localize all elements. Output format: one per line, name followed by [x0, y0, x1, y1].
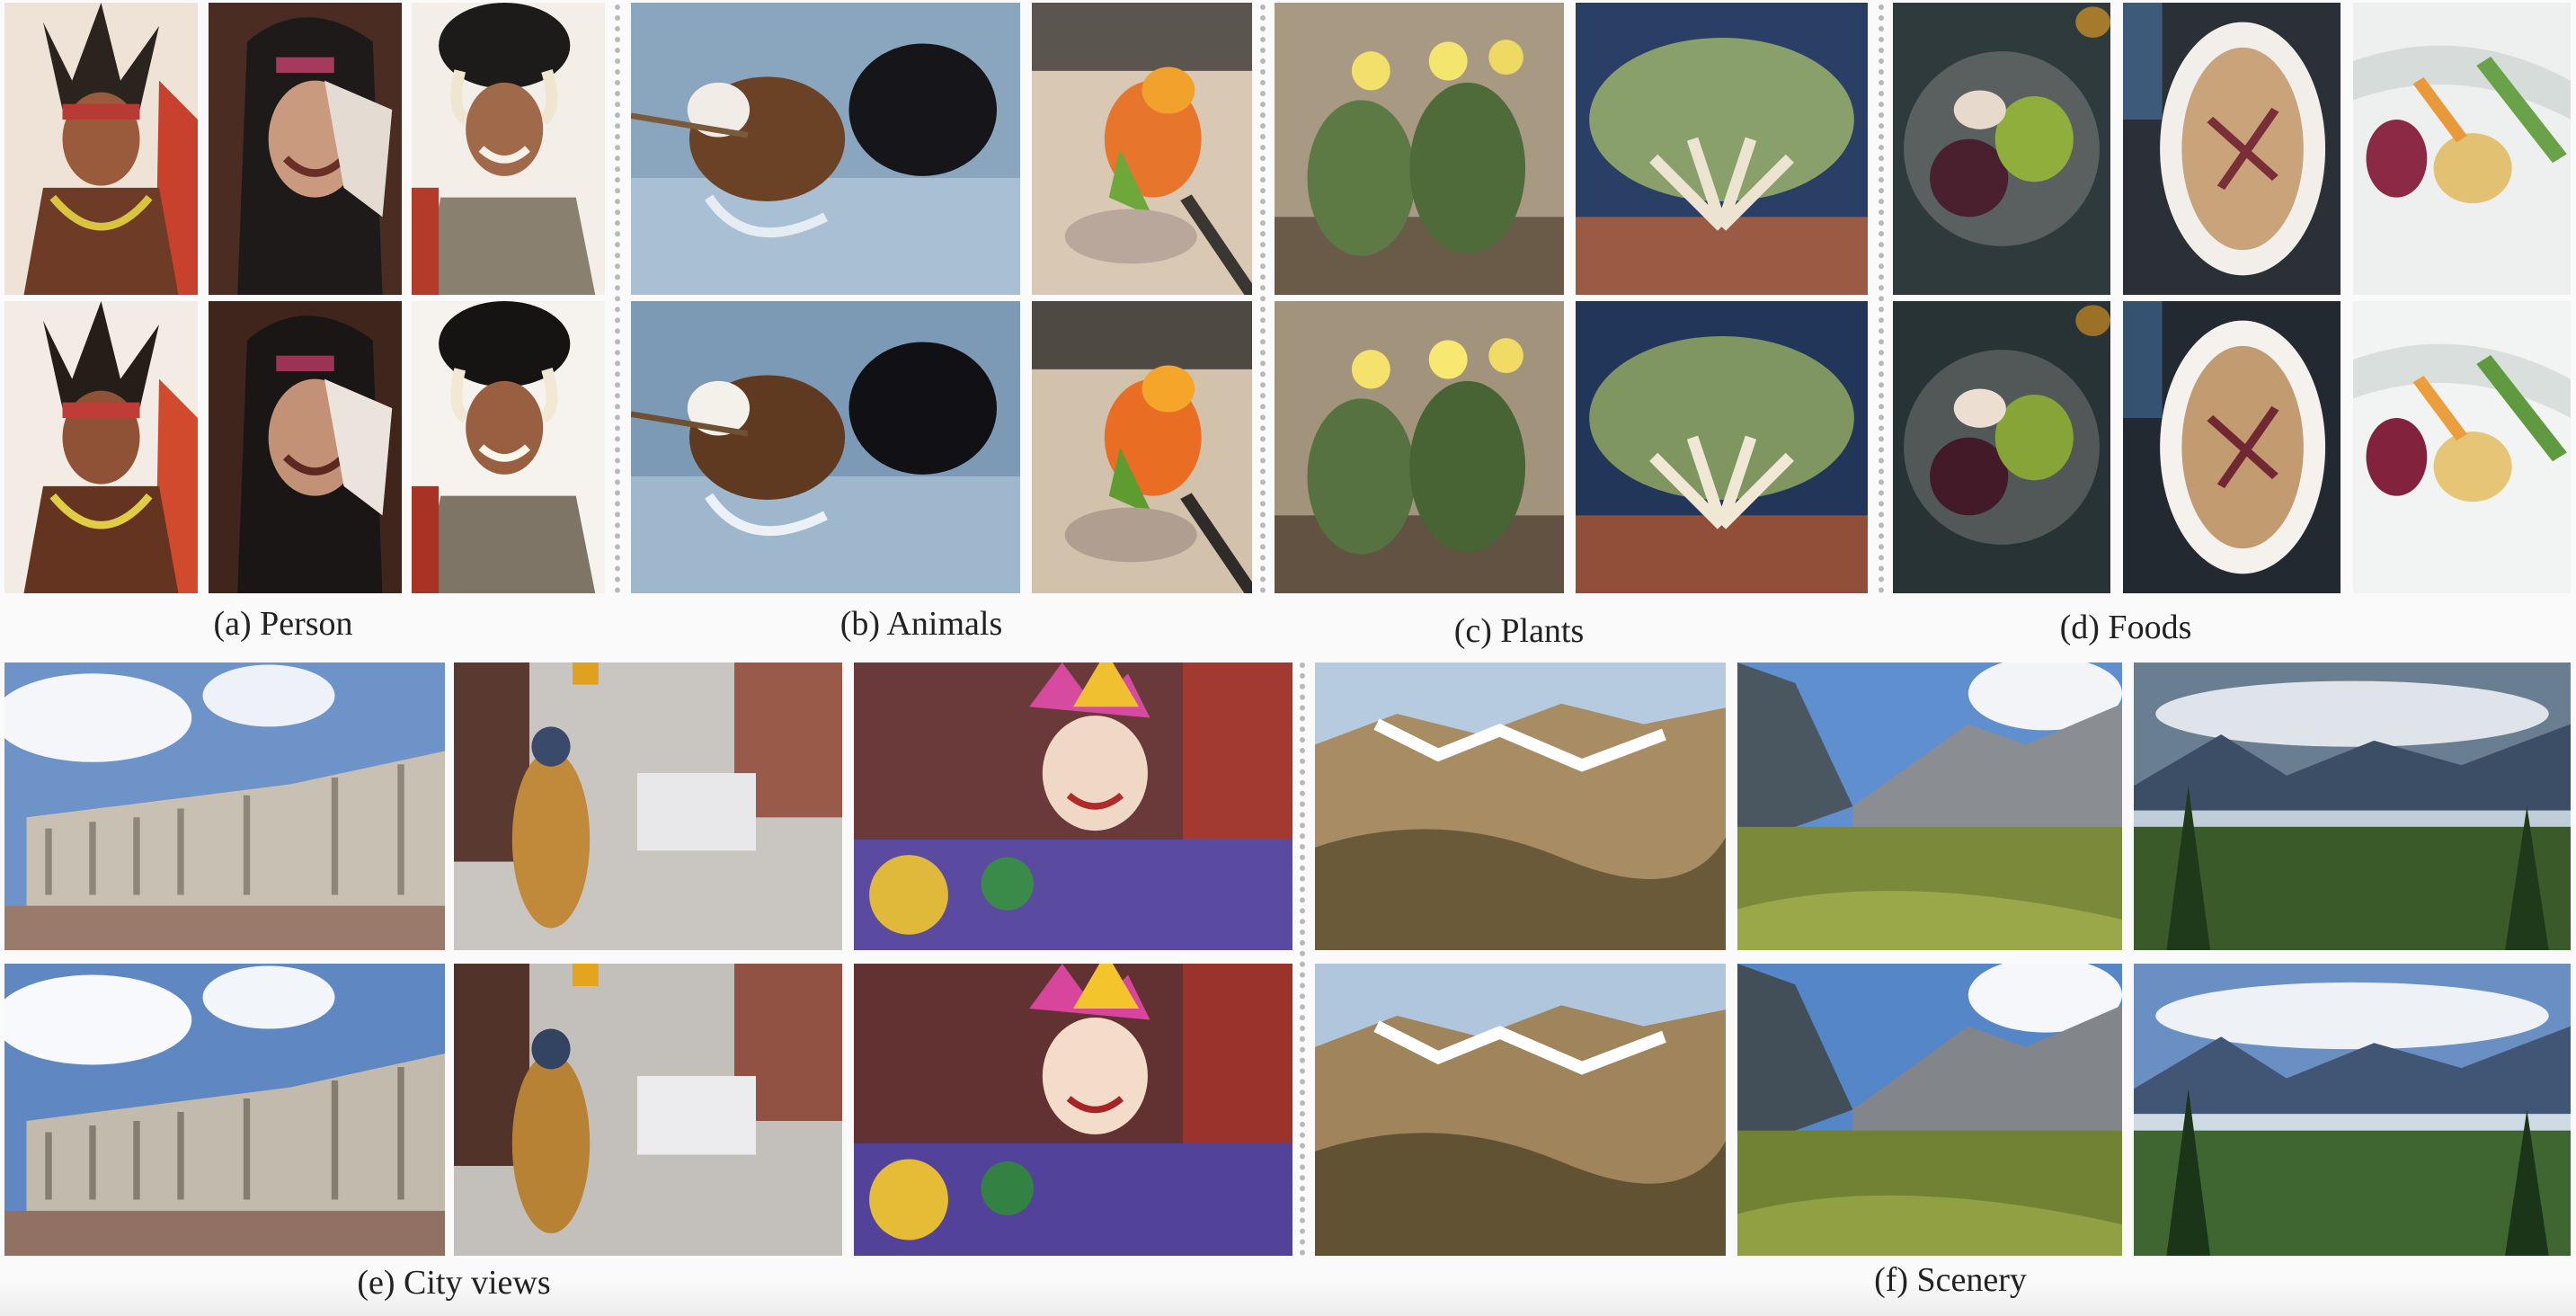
caption-person: (a) Person [213, 605, 353, 643]
photo-dogs-running-stylized [631, 3, 1020, 295]
photo-headdress-man-original [412, 301, 605, 593]
photo-salad-board-stylized [2353, 3, 2571, 295]
photo-cactus-flowers-original [1275, 301, 1564, 593]
photo-parrot-original [1032, 301, 1252, 593]
photo-palace-building-stylized [4, 662, 445, 950]
separator-plants-foods [1879, 4, 1884, 593]
photo-alpine-lake-forest-original [2134, 964, 2571, 1256]
caption-foods: (d) Foods [2059, 609, 2192, 646]
separator-animals-plants [1260, 4, 1266, 593]
caption-scenery: (f) Scenery [1825, 1260, 2076, 1300]
photo-old-woman-stylized [209, 3, 402, 295]
photo-mountain-valley-original [1737, 964, 2122, 1256]
photo-pasta-dish-original [2123, 301, 2341, 593]
photo-carnival-jester-stylized [854, 662, 1292, 950]
photo-desert-tree-stylized [1576, 3, 1868, 295]
photo-palace-building-original [4, 964, 445, 1256]
bottom-page-shadow [0, 1280, 2576, 1316]
photo-cactus-flowers-stylized [1275, 3, 1564, 295]
photo-tribal-man-original [4, 301, 198, 593]
photo-parrot-stylized [1032, 3, 1252, 295]
photo-carnival-jester-original [854, 964, 1292, 1256]
separator-person-animals [615, 4, 620, 593]
photo-mountain-valley-stylized [1737, 662, 2122, 950]
photo-pasta-dish-stylized [2123, 3, 2341, 295]
photo-fruit-platter-original [1893, 301, 2110, 593]
photo-dogs-running-original [631, 301, 1020, 593]
photo-street-snow-stylized [454, 662, 842, 950]
photo-old-woman-original [209, 301, 402, 593]
photo-salad-board-original [2353, 301, 2571, 593]
photo-tribal-man-stylized [4, 3, 198, 295]
photo-snowy-hills-stylized [1315, 662, 1726, 950]
caption-city-views: (e) City views [310, 1263, 598, 1303]
photo-fruit-platter-stylized [1893, 3, 2110, 295]
caption-plants: (c) Plants [1453, 612, 1585, 650]
photo-street-snow-original [454, 964, 842, 1256]
photo-desert-tree-original [1576, 301, 1868, 593]
photo-snowy-hills-original [1315, 964, 1726, 1256]
separator-city-scenery [1300, 662, 1305, 1256]
photo-headdress-man-stylized [412, 3, 605, 295]
caption-animals: (b) Animals [839, 605, 1003, 643]
photo-alpine-lake-forest-stylized [2134, 662, 2571, 950]
